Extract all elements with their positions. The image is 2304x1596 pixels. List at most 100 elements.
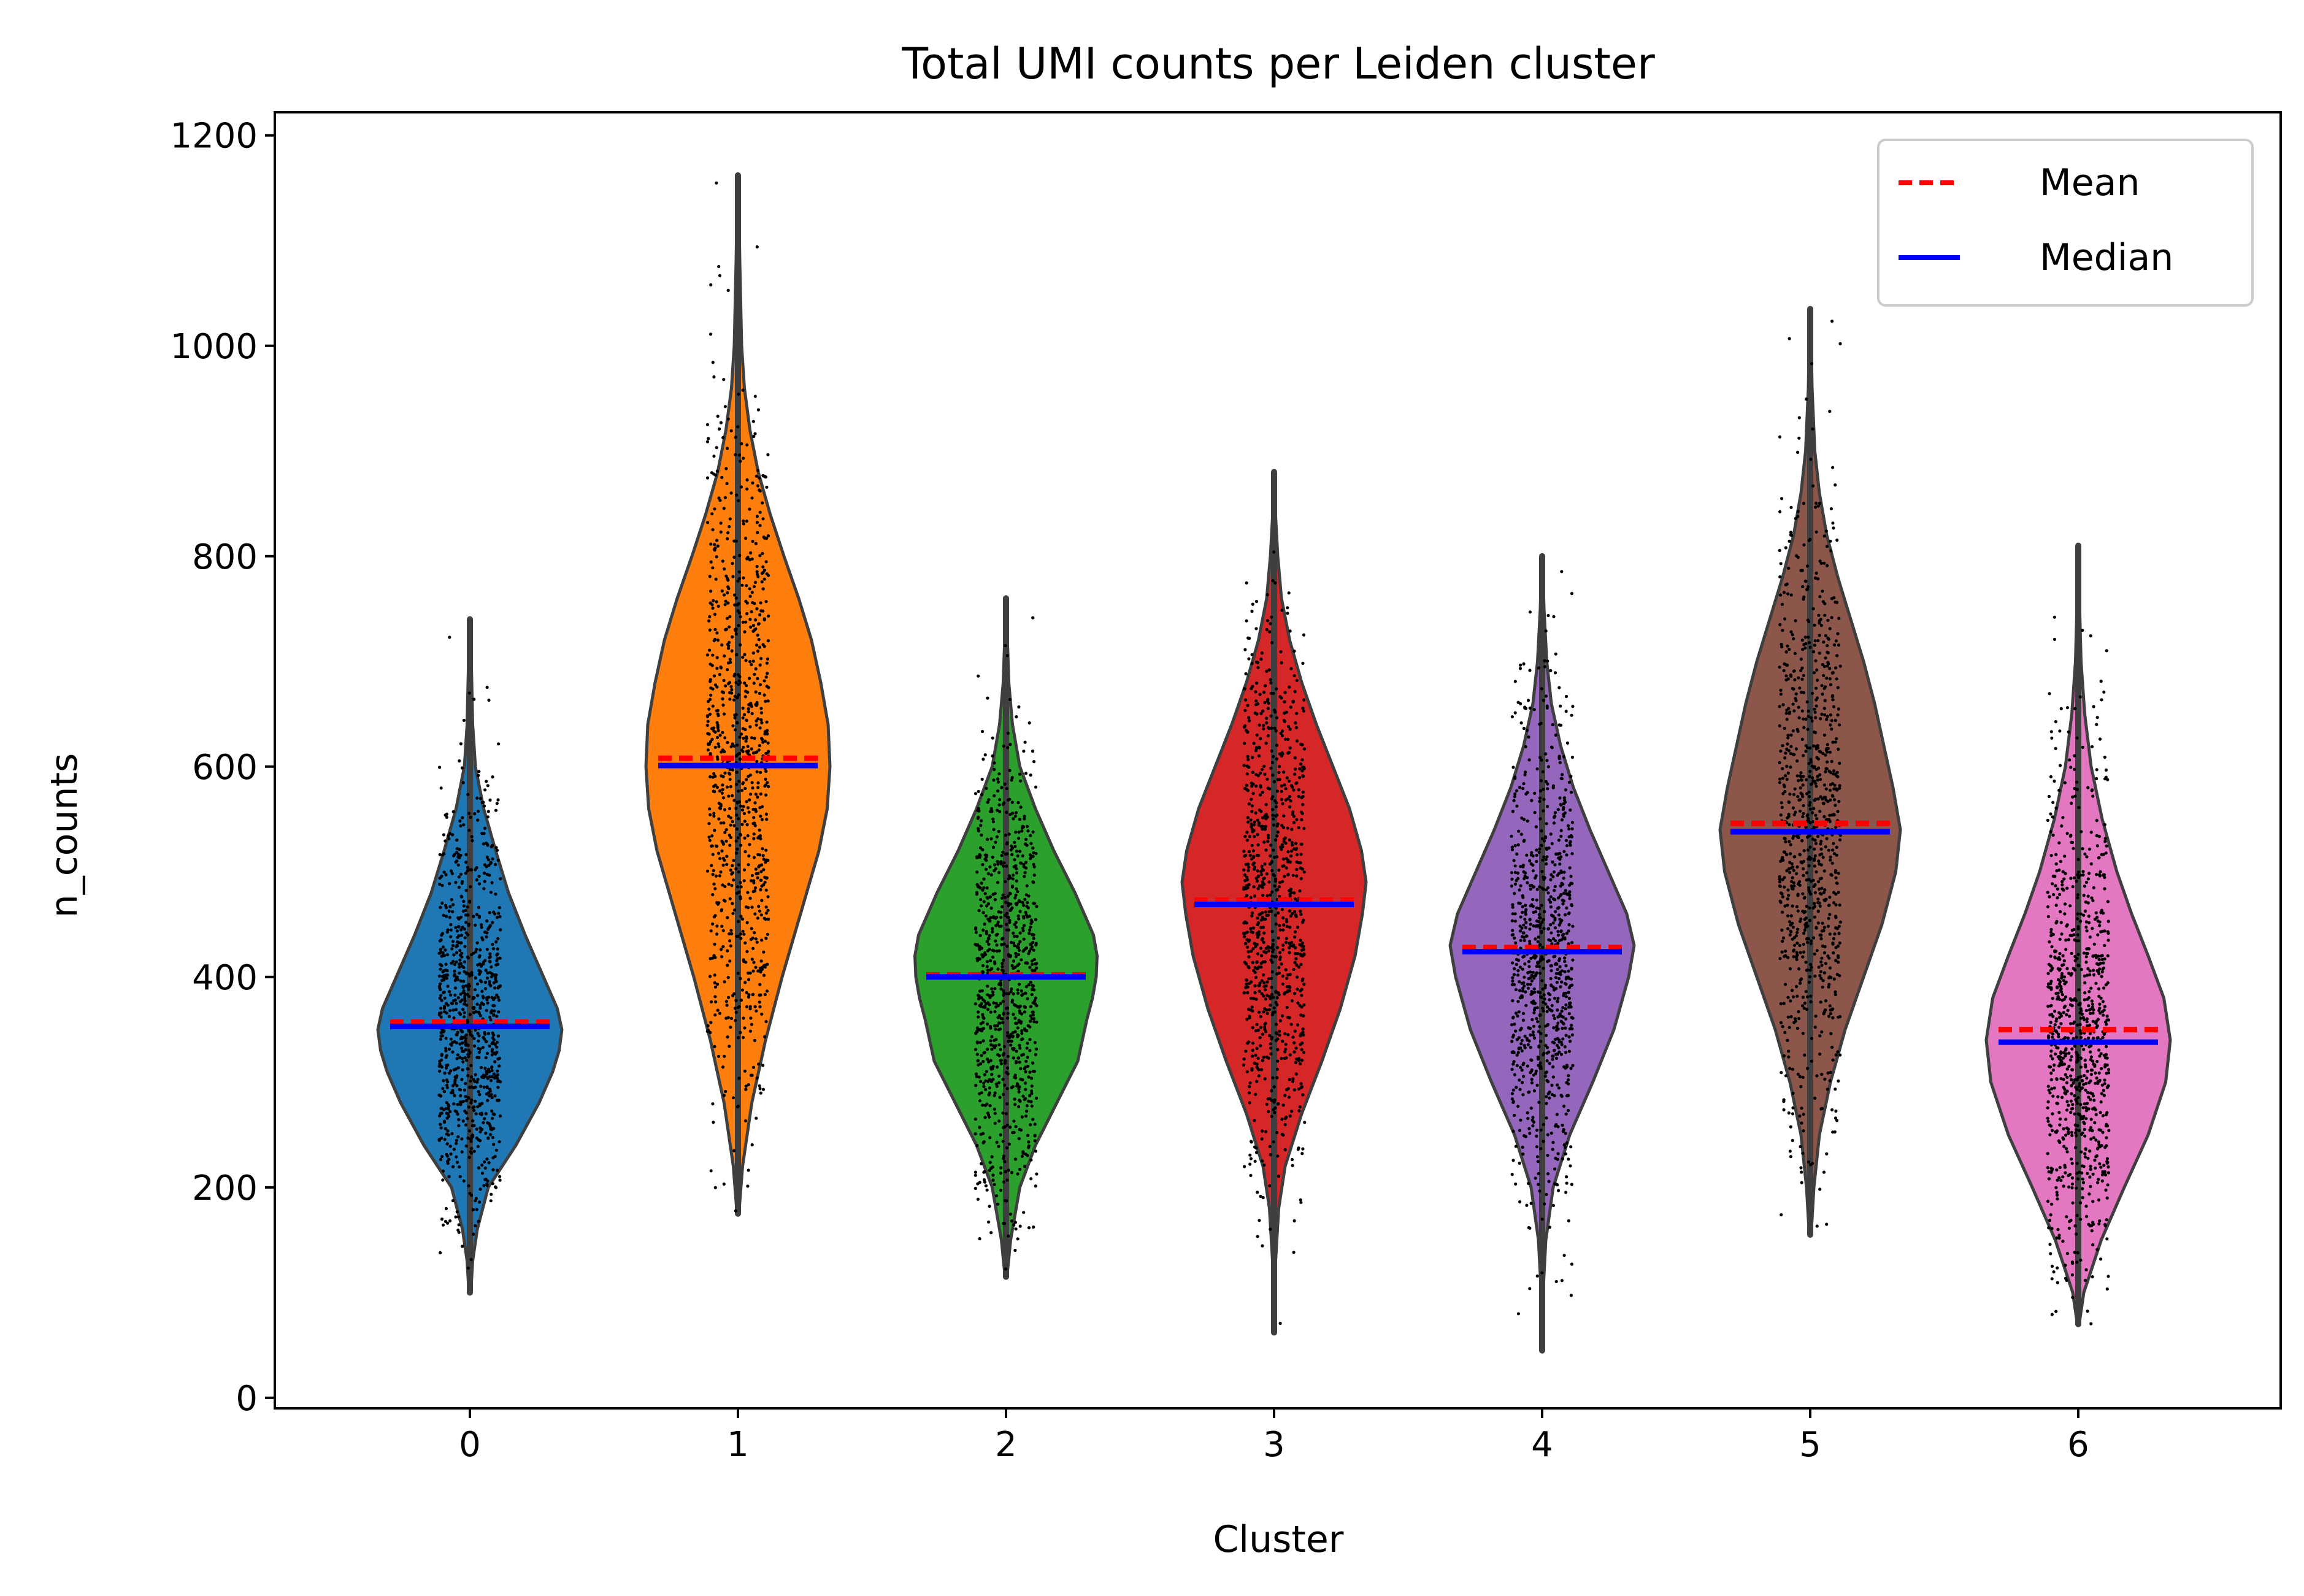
strip-point	[1263, 1077, 1267, 1081]
strip-point	[1281, 880, 1284, 883]
strip-point	[455, 1141, 458, 1145]
strip-point	[706, 719, 710, 723]
strip-point	[1519, 702, 1523, 705]
strip-point	[1029, 842, 1033, 845]
strip-point	[480, 989, 484, 993]
strip-point	[726, 591, 729, 595]
strip-point	[482, 832, 486, 835]
strip-point	[1254, 699, 1258, 703]
strip-point	[709, 1021, 713, 1024]
strip-point	[1530, 1081, 1534, 1084]
strip-point	[475, 1056, 479, 1059]
strip-point	[1258, 984, 1261, 988]
strip-point	[1267, 1056, 1270, 1060]
strip-point	[1567, 1219, 1570, 1222]
strip-point	[1557, 686, 1561, 689]
strip-point	[709, 1169, 713, 1173]
strip-point	[1804, 750, 1808, 753]
strip-point	[1280, 962, 1283, 966]
strip-point	[751, 659, 755, 663]
strip-point	[984, 1184, 988, 1187]
strip-point	[712, 674, 716, 678]
strip-point	[1242, 764, 1246, 767]
strip-point	[1251, 770, 1254, 774]
strip-point	[997, 949, 1001, 953]
strip-point	[720, 475, 724, 480]
strip-point	[748, 896, 752, 900]
strip-point	[744, 961, 748, 964]
strip-point	[758, 726, 762, 730]
strip-point	[759, 870, 763, 873]
strip-point	[1828, 410, 1832, 413]
strip-point	[1514, 941, 1518, 945]
strip-point	[448, 1219, 452, 1222]
strip-point	[728, 772, 732, 776]
strip-point	[762, 535, 766, 539]
strip-point	[745, 921, 749, 924]
strip-point	[1261, 791, 1264, 794]
strip-point	[457, 1223, 461, 1227]
strip-point	[1245, 783, 1248, 787]
strip-point	[1801, 783, 1805, 787]
strip-point	[455, 1138, 458, 1142]
strip-point	[450, 1132, 454, 1135]
strip-point	[440, 1054, 444, 1057]
strip-point	[739, 804, 743, 808]
strip-point	[750, 1022, 753, 1026]
strip-point	[710, 727, 714, 731]
strip-point	[723, 405, 727, 409]
strip-point	[1835, 654, 1839, 658]
strip-point	[1811, 607, 1815, 611]
strip-point	[1023, 740, 1027, 744]
strip-point	[741, 727, 745, 731]
strip-point	[455, 929, 459, 933]
strip-point	[1511, 1159, 1515, 1162]
strip-point	[715, 181, 718, 185]
strip-point	[452, 953, 456, 957]
strip-point	[751, 890, 755, 894]
strip-point	[464, 931, 468, 935]
strip-point	[1564, 1152, 1567, 1156]
strip-point	[999, 916, 1003, 919]
strip-point	[1526, 791, 1529, 794]
strip-point	[1275, 687, 1278, 691]
strip-point	[1569, 775, 1573, 778]
strip-point	[466, 1266, 470, 1270]
strip-point	[723, 831, 727, 834]
strip-point	[989, 1080, 993, 1083]
strip-point	[1550, 842, 1554, 845]
strip-point	[491, 1135, 495, 1140]
strip-point	[1562, 755, 1566, 759]
strip-point	[712, 882, 716, 886]
strip-point	[493, 912, 497, 916]
strip-point	[1029, 773, 1032, 777]
strip-point	[471, 1106, 475, 1110]
strip-point	[460, 998, 464, 1002]
strip-point	[1552, 1049, 1556, 1053]
strip-point	[725, 1003, 729, 1007]
strip-point	[1511, 999, 1515, 1003]
strip-point	[1249, 996, 1253, 1000]
strip-point	[1280, 843, 1284, 846]
strip-point	[745, 584, 748, 588]
strip-point	[1006, 731, 1010, 735]
strip-point	[1291, 1035, 1295, 1039]
strip-point	[444, 1056, 448, 1059]
strip-point	[1294, 1072, 1298, 1076]
strip-point	[713, 612, 716, 616]
strip-point	[1255, 733, 1259, 737]
strip-point	[443, 1071, 447, 1075]
strip-point	[1537, 1030, 1541, 1034]
strip-point	[994, 933, 998, 937]
strip-point	[1528, 859, 1532, 862]
strip-points-cluster-5	[1778, 320, 1842, 1228]
strip-point	[477, 1219, 480, 1223]
strip-point	[460, 934, 464, 937]
strip-point	[488, 983, 491, 986]
strip-point	[722, 1182, 726, 1186]
strip-point	[758, 476, 761, 480]
strip-point	[1559, 985, 1562, 989]
strip-point	[495, 916, 499, 919]
strip-point	[1291, 1077, 1295, 1081]
strip-point	[978, 934, 982, 937]
